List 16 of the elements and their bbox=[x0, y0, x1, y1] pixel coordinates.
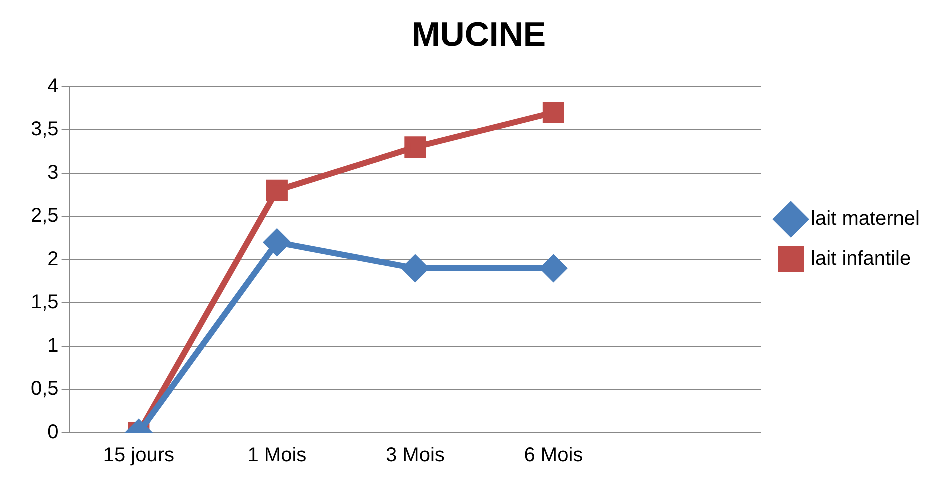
x-tick-label: 6 Mois bbox=[524, 444, 584, 467]
legend-label: lait maternel bbox=[811, 208, 920, 230]
legend-label: lait infantile bbox=[811, 248, 912, 270]
x-tick-label: 3 Mois bbox=[386, 444, 445, 467]
y-tick-label: 2,5 bbox=[30, 205, 59, 228]
y-tick-label: 3 bbox=[48, 162, 59, 184]
y-tick-label: 3,5 bbox=[30, 118, 59, 141]
y-tick-label: 2 bbox=[48, 248, 59, 270]
y-tick-label: 1,5 bbox=[30, 292, 59, 314]
x-tick-label: 1 Mois bbox=[248, 444, 307, 467]
y-tick-label: 0 bbox=[48, 422, 59, 444]
chart-title: MUCINE bbox=[412, 16, 546, 54]
y-tick-label: 0,5 bbox=[30, 378, 59, 400]
x-tick-label: 15 jours bbox=[103, 444, 175, 467]
y-tick-label: 1 bbox=[48, 334, 59, 357]
y-tick-label: 4 bbox=[48, 75, 59, 98]
